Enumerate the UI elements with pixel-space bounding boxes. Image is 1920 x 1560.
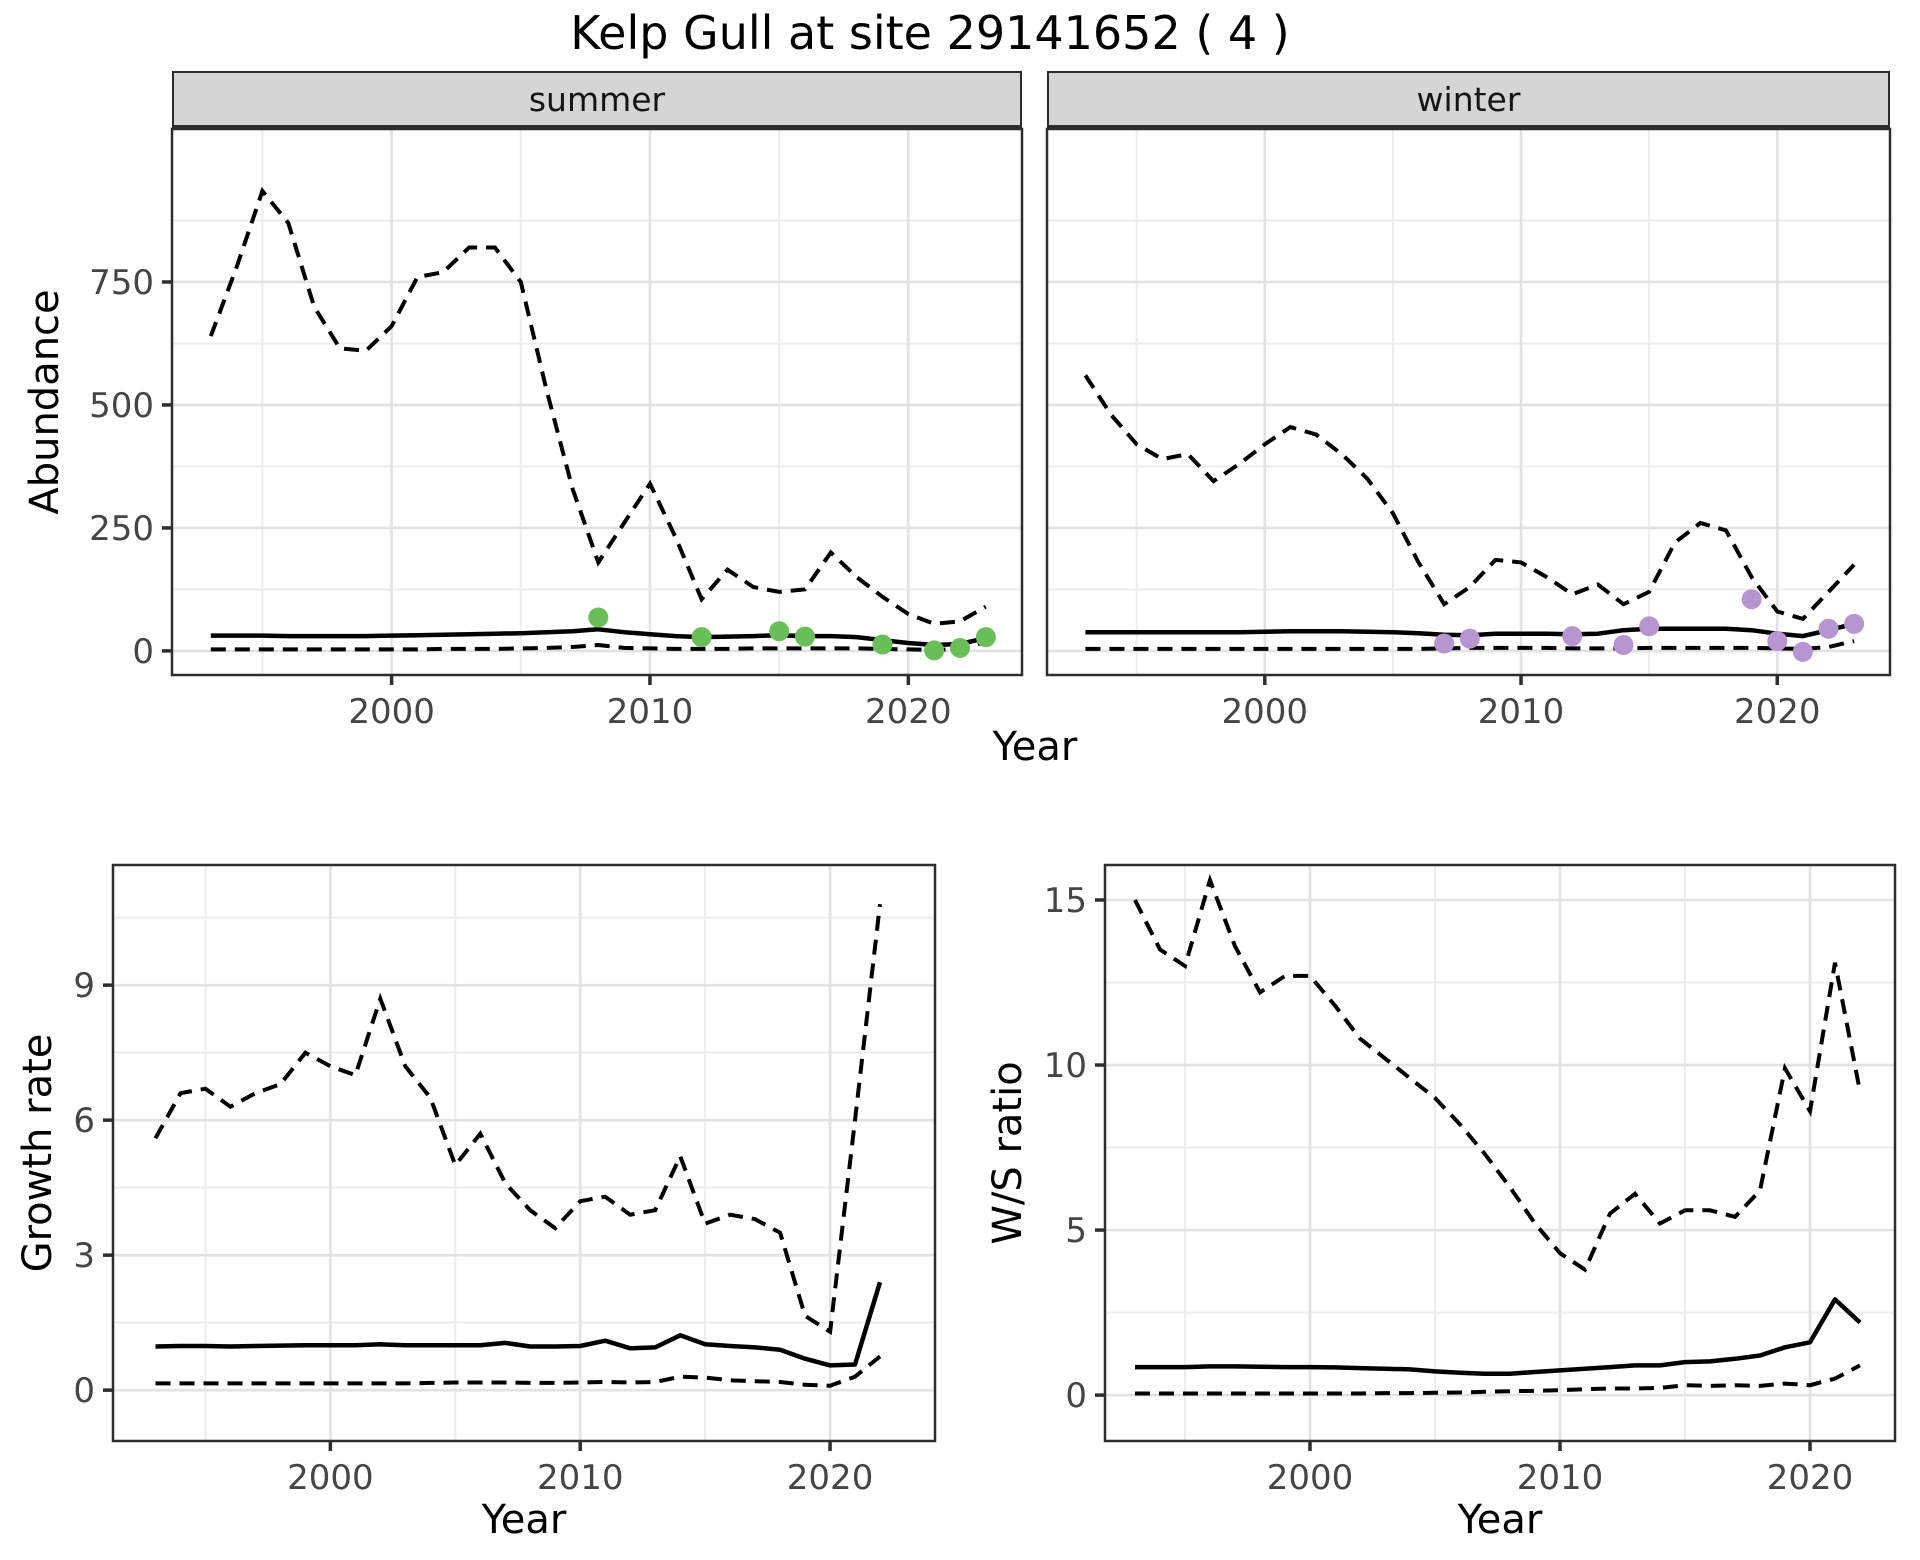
ws-y-tick-label: 10 xyxy=(1044,1046,1087,1086)
winter-observation-point xyxy=(1792,641,1813,662)
ws-y-tick-label: 15 xyxy=(1044,881,1087,921)
winter-observation-point xyxy=(1562,626,1583,647)
growth-x-tick-label: 2010 xyxy=(537,1458,624,1498)
ws-lower-ci-line xyxy=(1135,1363,1861,1396)
summer-x-tick-label: 2020 xyxy=(865,692,952,732)
x-axis-title-year-top: Year xyxy=(992,724,1078,770)
y-axis-title-ws-ratio: W/S ratio xyxy=(985,1061,1031,1245)
summer-lower-ci-line xyxy=(210,640,987,652)
growth-y-tick-label: 0 xyxy=(73,1371,95,1411)
summer-observation-point xyxy=(691,627,712,648)
growth-x-tick-label: 2000 xyxy=(287,1458,374,1498)
growth-panel-border xyxy=(111,863,937,1443)
summer-y-tick-label: 0 xyxy=(132,632,154,672)
winter-observation-point xyxy=(1741,589,1762,610)
summer-gridlines xyxy=(172,129,1022,675)
summer-y-tick-label: 750 xyxy=(89,263,154,303)
winter-observation-point xyxy=(1818,618,1839,639)
ws-x-tick-label: 2020 xyxy=(1767,1458,1854,1498)
summer-observation-point xyxy=(588,607,609,628)
facet-strip-summer: summer xyxy=(172,71,1022,128)
summer-upper-ci-line xyxy=(208,186,987,626)
ws-panel: 2000 2010 2020 0 5 10 15 xyxy=(1044,863,1897,1498)
growth-lower-ci-line xyxy=(155,1354,882,1388)
ws-axis-ticks: 2000 2010 2020 0 5 10 15 xyxy=(1044,881,1854,1498)
winter-series xyxy=(1083,374,1856,651)
growth-series xyxy=(153,903,883,1388)
ws-panel-border xyxy=(1103,863,1897,1443)
growth-upper-ci-line xyxy=(153,903,882,1336)
winter-observation-point xyxy=(1459,628,1480,649)
winter-axis-ticks: 2000 2010 2020 xyxy=(1222,675,1821,732)
ws-x-tick-label: 2010 xyxy=(1517,1458,1604,1498)
facet-strip-winter-label: winter xyxy=(1416,79,1521,119)
winter-observations xyxy=(1434,589,1865,662)
ws-gridlines xyxy=(1105,865,1895,1441)
growth-y-tick-label: 9 xyxy=(73,966,95,1006)
summer-y-tick-label: 250 xyxy=(89,509,154,549)
winter-observation-point xyxy=(1613,634,1634,655)
winter-observation-point xyxy=(1844,613,1865,634)
y-axis-title-abundance: Abundance xyxy=(22,289,68,515)
winter-panel-border xyxy=(1045,127,1892,677)
summer-observation-point xyxy=(975,627,996,648)
summer-median-line xyxy=(210,627,987,648)
summer-observation-point xyxy=(794,626,815,647)
facet-strip-summer-label: summer xyxy=(528,79,666,119)
winter-observation-point xyxy=(1639,616,1660,637)
summer-y-tick-label: 500 xyxy=(89,386,154,426)
summer-observation-point xyxy=(872,634,893,655)
winter-x-tick-label: 2000 xyxy=(1222,692,1309,732)
summer-series xyxy=(208,186,987,652)
ws-x-tick-label: 2000 xyxy=(1267,1458,1354,1498)
winter-gridlines xyxy=(1047,129,1890,675)
winter-observation-point xyxy=(1434,633,1455,654)
y-axis-title-growth-rate: Growth rate xyxy=(15,1033,61,1273)
summer-axis-ticks: 2000 2010 2020 0 250 500 750 xyxy=(89,263,951,732)
growth-y-tick-label: 6 xyxy=(73,1101,95,1141)
winter-x-tick-label: 2020 xyxy=(1734,692,1821,732)
summer-observation-point xyxy=(769,621,790,642)
winter-observation-point xyxy=(1767,631,1788,652)
winter-panel: 2000 2010 2020 xyxy=(1045,127,1892,732)
growth-axis-ticks: 2000 2010 2020 0 3 6 9 xyxy=(73,966,873,1498)
ws-y-tick-label: 5 xyxy=(1065,1211,1087,1251)
growth-median-line xyxy=(155,1281,883,1368)
growth-gridlines xyxy=(113,865,935,1441)
winter-upper-ci-line xyxy=(1083,374,1856,622)
chart-title: Kelp Gull at site 29141652 ( 4 ) xyxy=(570,6,1290,60)
growth-y-tick-label: 3 xyxy=(73,1236,95,1276)
ws-upper-ci-line xyxy=(1133,873,1862,1273)
facet-strip-winter: winter xyxy=(1047,71,1890,128)
summer-x-tick-label: 2000 xyxy=(348,692,435,732)
ws-y-tick-label: 0 xyxy=(1065,1376,1087,1416)
summer-panel: 2000 2010 2020 0 250 500 750 xyxy=(89,127,1024,732)
ws-median-line xyxy=(1135,1297,1862,1376)
winter-x-tick-label: 2010 xyxy=(1478,692,1565,732)
growth-x-tick-label: 2020 xyxy=(787,1458,874,1498)
summer-panel-border xyxy=(170,127,1024,677)
ws-series xyxy=(1133,873,1862,1396)
summer-observation-point xyxy=(924,640,945,661)
summer-x-tick-label: 2010 xyxy=(607,692,694,732)
x-axis-title-year-bottom-right: Year xyxy=(1457,1497,1543,1543)
summer-observations xyxy=(588,607,996,661)
x-axis-title-year-bottom-left: Year xyxy=(481,1497,567,1543)
summer-observation-point xyxy=(949,637,970,658)
growth-panel: 2000 2010 2020 0 3 6 9 xyxy=(73,863,937,1498)
